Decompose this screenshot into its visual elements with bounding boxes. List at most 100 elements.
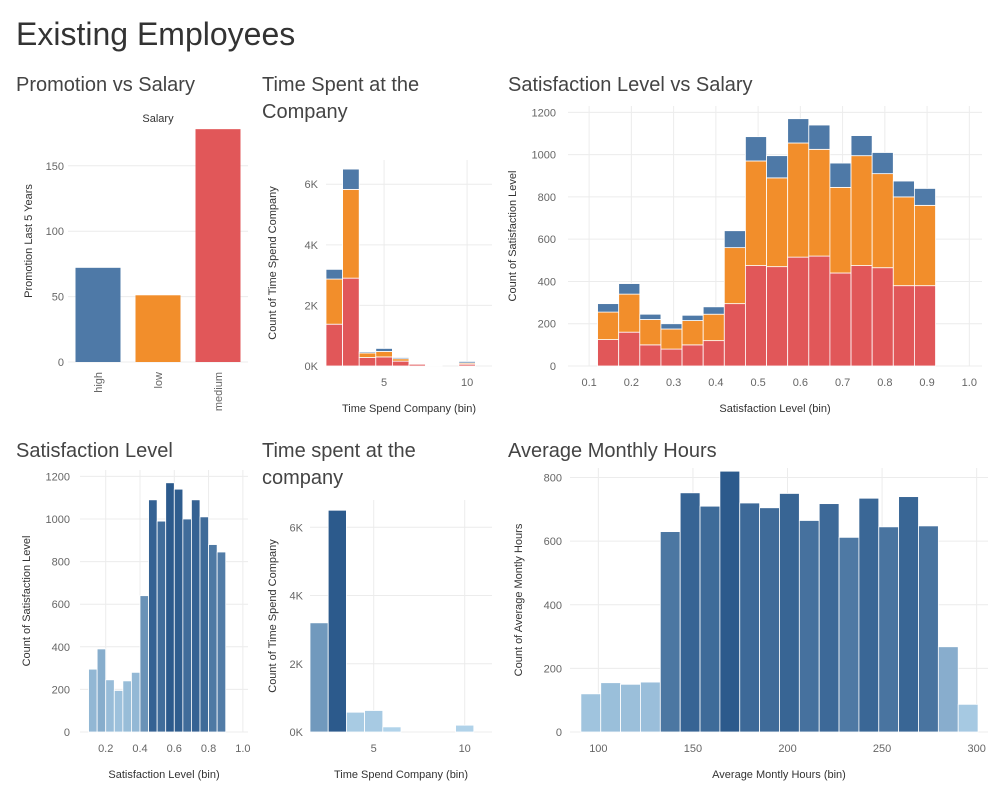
bar-medium-segment bbox=[808, 255, 831, 367]
sat_salary-xtick: 0.3 bbox=[666, 377, 681, 389]
hours-xlabel: Average Montly Hours (bin) bbox=[712, 769, 846, 781]
bar-medium bbox=[195, 129, 241, 362]
histogram-bar bbox=[798, 520, 820, 733]
sat_salary-xtick: 0.8 bbox=[877, 377, 892, 389]
histogram-bar bbox=[739, 502, 761, 733]
panel-time-spent-single: Time spent at the company bbox=[262, 438, 492, 498]
histogram-bar bbox=[659, 531, 681, 733]
bar-low-segment bbox=[914, 204, 936, 287]
histogram-bar bbox=[208, 544, 218, 733]
bar-low-segment bbox=[850, 155, 873, 266]
histogram-bar bbox=[838, 536, 860, 733]
time_single-xtick: 5 bbox=[371, 743, 377, 755]
sat_salary-xlabel: Satisfaction Level (bin) bbox=[719, 403, 830, 415]
bar-low bbox=[135, 295, 181, 362]
histogram-bar bbox=[173, 488, 184, 733]
hours-ytick: 600 bbox=[544, 536, 562, 548]
histogram-bar bbox=[382, 726, 402, 733]
histogram-bar bbox=[191, 499, 201, 733]
bar-high-segment bbox=[618, 283, 641, 295]
histogram-bar bbox=[918, 525, 939, 733]
histogram-bar bbox=[759, 507, 780, 733]
bar-low-segment bbox=[660, 328, 683, 350]
time_stack-ytick: 6K bbox=[305, 179, 319, 191]
bar-high-segment bbox=[766, 155, 789, 179]
sat_salary-ytick: 400 bbox=[538, 276, 556, 288]
histogram-bar bbox=[131, 671, 141, 733]
bar-high-segment bbox=[808, 124, 831, 150]
sat_salary-xtick: 0.4 bbox=[708, 377, 723, 389]
histogram-bar bbox=[937, 646, 959, 733]
bar-high-segment bbox=[850, 135, 873, 157]
hours-ytick: 0 bbox=[556, 727, 562, 739]
promo-category-label: low bbox=[153, 372, 165, 389]
bar-medium-segment bbox=[342, 277, 360, 367]
bar-high-segment bbox=[745, 136, 767, 162]
histogram-bar bbox=[182, 518, 192, 733]
time_single-ytick: 0K bbox=[290, 727, 304, 739]
sat_level-ytick: 400 bbox=[52, 642, 70, 654]
histogram-bar bbox=[199, 516, 209, 733]
bar-high-segment bbox=[723, 230, 746, 249]
bar-high-segment bbox=[914, 188, 936, 206]
bar-low-segment bbox=[639, 319, 662, 346]
sat_salary-ytick: 0 bbox=[550, 361, 556, 373]
histogram-bar bbox=[858, 497, 880, 733]
time_single-ytick: 2K bbox=[290, 659, 304, 671]
hours-ytick: 400 bbox=[544, 600, 562, 612]
bar-medium-segment bbox=[325, 323, 344, 367]
bar-low-segment bbox=[681, 320, 704, 346]
hours-xtick: 250 bbox=[873, 743, 891, 755]
sat_level-xtick: 0.8 bbox=[201, 743, 216, 755]
panel-promotion-vs-salary: Promotion vs Salary bbox=[16, 72, 246, 402]
sat_level-xtick: 1.0 bbox=[235, 743, 250, 755]
bar-low-segment bbox=[829, 186, 852, 274]
histogram-bar bbox=[105, 679, 115, 733]
histogram-bar bbox=[699, 505, 721, 733]
bar-high-segment bbox=[702, 306, 725, 315]
time_single-xtick: 10 bbox=[459, 743, 471, 755]
bar-high-segment bbox=[391, 357, 410, 360]
bar-low-segment bbox=[325, 278, 344, 325]
histogram-bar bbox=[156, 520, 167, 733]
histogram-bar bbox=[580, 693, 602, 733]
sat_level-ytick: 200 bbox=[52, 684, 70, 696]
sat_level-ytick: 600 bbox=[52, 599, 70, 611]
bar-low-segment bbox=[597, 311, 620, 340]
page-title: Existing Employees bbox=[16, 16, 296, 52]
panel-satisfaction-level: Satisfaction Level bbox=[16, 438, 246, 478]
sat_salary-ytick: 600 bbox=[538, 234, 556, 246]
sat_level-ytick: 0 bbox=[64, 727, 70, 739]
sat_salary-xtick: 0.7 bbox=[835, 377, 850, 389]
bar-low-segment bbox=[375, 351, 393, 358]
panel-time-spent-stacked: Time Spent at the Company bbox=[262, 72, 492, 132]
sat_level-xtick: 0.2 bbox=[98, 743, 113, 755]
histogram-bar bbox=[216, 551, 227, 733]
histogram-bar bbox=[640, 681, 661, 733]
histogram-bar bbox=[818, 503, 840, 733]
panel-title-time-spent-single: Time spent at the company bbox=[262, 440, 416, 489]
panel-satisfaction-vs-salary: Satisfaction Level vs Salary bbox=[508, 72, 988, 112]
sat_level-ytick: 1200 bbox=[46, 471, 70, 483]
sat_salary-xtick: 1.0 bbox=[962, 377, 977, 389]
bar-high-segment bbox=[681, 314, 704, 321]
bar-medium-segment bbox=[681, 344, 704, 367]
sat_salary-xtick: 0.5 bbox=[750, 377, 765, 389]
promo-ytick: 50 bbox=[52, 292, 64, 304]
histogram-bar bbox=[898, 496, 919, 733]
histogram-bar bbox=[345, 711, 365, 733]
histogram-bar bbox=[148, 499, 158, 733]
time_single-xlabel: Time Spend Company (bin) bbox=[334, 769, 468, 781]
bar-high-segment bbox=[660, 323, 683, 330]
bar-high-segment bbox=[342, 168, 360, 190]
histogram-bar bbox=[96, 648, 107, 733]
promo-ytick: 100 bbox=[46, 226, 64, 238]
sat_salary-ytick: 1200 bbox=[532, 107, 556, 119]
bar-low-segment bbox=[618, 293, 641, 333]
sat_level-ytick: 800 bbox=[52, 557, 70, 569]
sat_salary-ytick: 200 bbox=[538, 319, 556, 331]
sat_salary-xtick: 0.1 bbox=[581, 377, 596, 389]
histogram-bar bbox=[139, 595, 149, 733]
bar-high-segment bbox=[325, 268, 344, 280]
time_stack-ytick: 4K bbox=[305, 240, 319, 252]
